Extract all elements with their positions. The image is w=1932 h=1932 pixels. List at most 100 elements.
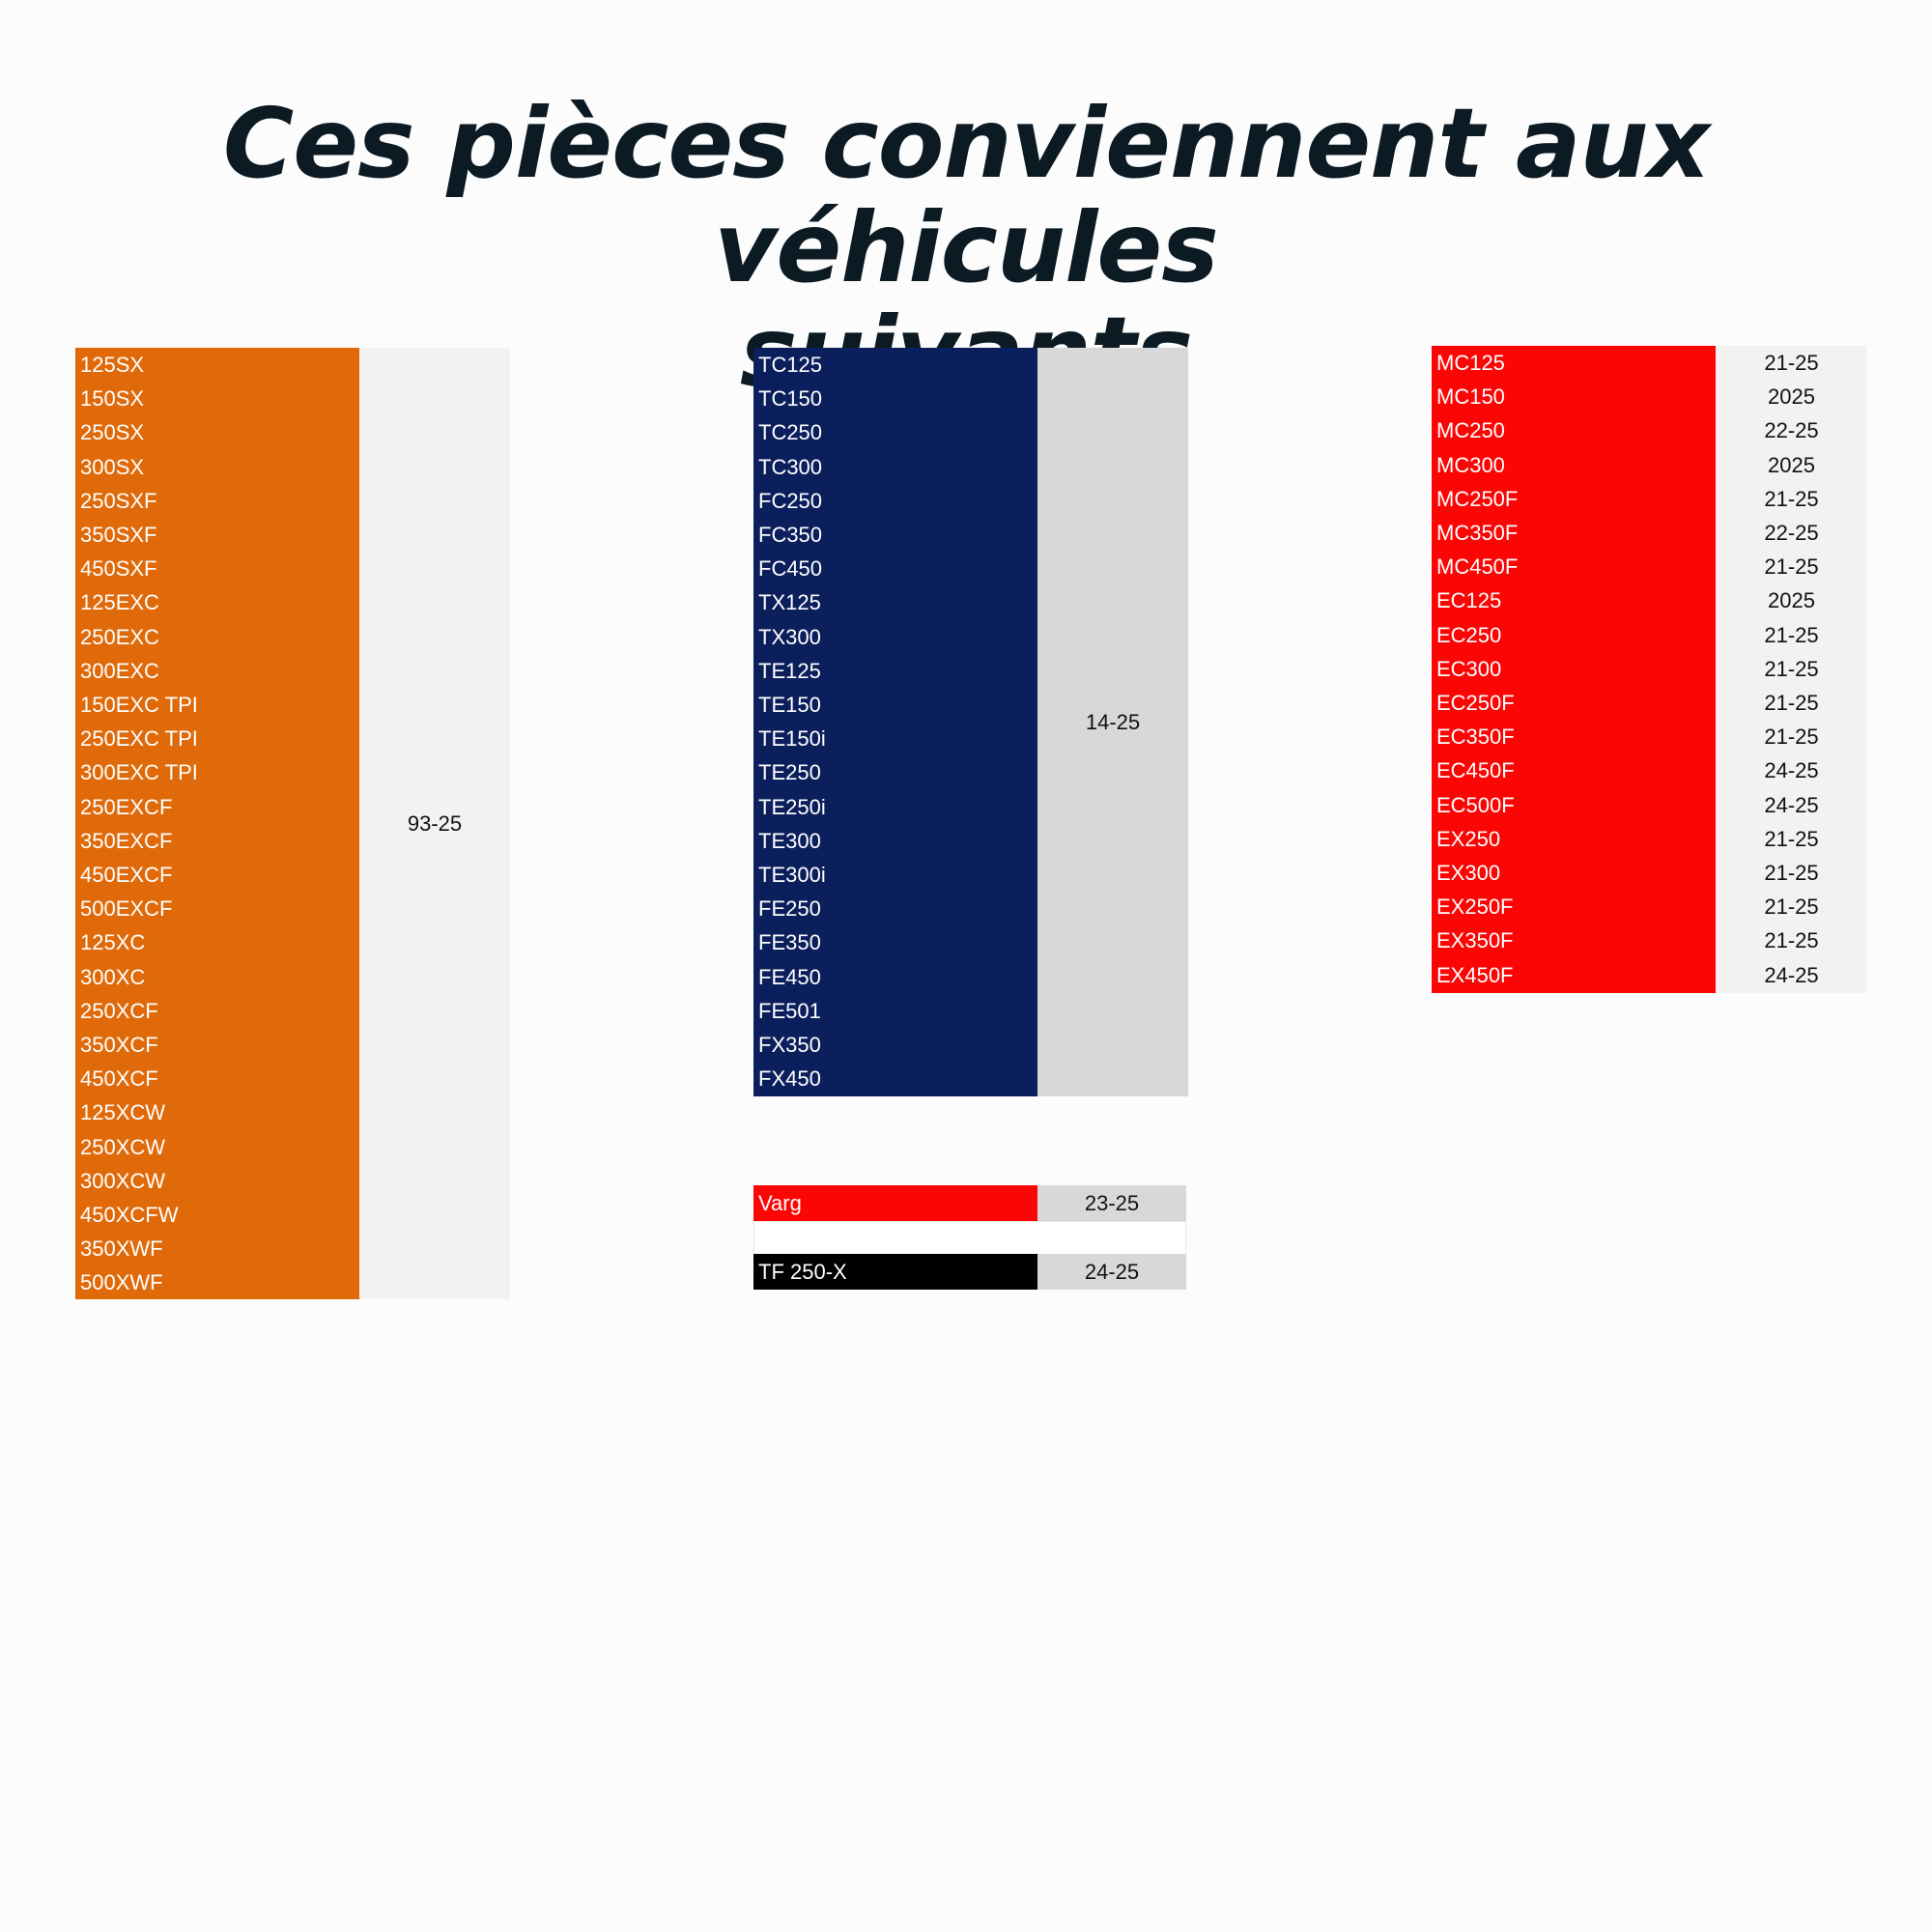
gasgas-model-row: EC450F (1436, 758, 1515, 783)
ktm-model-row: 125XC (80, 930, 146, 955)
husqvarna-years-cell: 14-25 (1037, 348, 1188, 1096)
gasgas-years-column (1716, 346, 1866, 993)
ktm-model-row: 450XCFW (80, 1203, 179, 1227)
ktm-model-row: 125SX (80, 353, 145, 377)
gasgas-years-row: 2025 (1768, 452, 1815, 477)
gasgas-model-row: MC125 (1436, 351, 1505, 375)
gasgas-years-row: 24-25 (1764, 962, 1819, 987)
husqvarna-model-row: TE300 (758, 828, 821, 853)
gasgas-years-row: 21-25 (1764, 351, 1819, 375)
gasgas-years-row: 21-25 (1764, 724, 1819, 750)
ktm-model-row: 350XWF (80, 1236, 163, 1262)
gasgas-years-row: 21-25 (1764, 895, 1819, 920)
ktm-model-row: 350SXF (80, 523, 157, 547)
gasgas-model-row: EC350F (1436, 724, 1515, 750)
husqvarna-model-column (753, 348, 1037, 1096)
gasgas-years-row: 2025 (1768, 588, 1815, 613)
gasgas-model-row: MC250F (1436, 486, 1519, 511)
ktm-compatibility-table: 125SX 150SX 250SX 300SX 250SXF 350SXF 450SXF 12… (75, 348, 510, 1299)
husqvarna-model-row: TE250 (758, 760, 821, 785)
gasgas-years-row: 21-25 (1764, 928, 1819, 953)
ktm-model-row: 450SXF (80, 556, 157, 582)
gasgas-model-row: EC250F (1436, 691, 1515, 715)
husqvarna-model-row: FX450 (758, 1066, 821, 1092)
gasgas-years-row: 21-25 (1764, 486, 1819, 511)
husqvarna-model-row: FX350 (758, 1033, 821, 1057)
gasgas-model-row: EX450F (1436, 962, 1514, 987)
gasgas-model-row: EC125 (1436, 588, 1502, 613)
blank-row (753, 1221, 1186, 1255)
husqvarna-compatibility-table: TC125 TC150 TC250 TC300 FC250 FC350 FC450 TX125… (753, 348, 1188, 1096)
gasgas-model-row: MC150 (1436, 384, 1505, 410)
ktm-model-row: 350XCF (80, 1033, 158, 1057)
ktm-model-row: 350EXCF (80, 828, 173, 853)
gasgas-years-row: 21-25 (1764, 861, 1819, 885)
ktm-model-row: 250EXC TPI (80, 726, 198, 752)
ktm-model-row: 250EXCF (80, 794, 173, 819)
gasgas-model-row: EX300 (1436, 861, 1501, 885)
husqvarna-model-row: TE125 (758, 658, 821, 683)
ktm-model-row: 500XWF (80, 1270, 163, 1295)
husqvarna-model-row: TC125 (758, 353, 823, 377)
husqvarna-model-row: FC350 (758, 523, 823, 547)
ktm-model-row: 150EXC TPI (80, 693, 198, 717)
ktm-model-row: 250XCW (80, 1134, 166, 1159)
ktm-model-row: 250EXC (80, 624, 159, 649)
husqvarna-model-row: TE150i (758, 726, 826, 752)
gasgas-compatibility-table: MC125 21-25 MC150 2025 MC250 22-25 MC300 2025 MC… (1432, 346, 1866, 993)
title-line-1: Ces pièces conviennent aux véhicules (222, 87, 1710, 304)
page-title: Ces pièces conviennent aux véhicules sui… (0, 92, 1932, 405)
gasgas-model-column (1432, 346, 1716, 993)
husqvarna-model-row: TC150 (758, 386, 823, 412)
husqvarna-model-row: TX300 (758, 624, 821, 649)
gasgas-model-row: EX250F (1436, 895, 1514, 920)
gasgas-model-row: EX250 (1436, 826, 1501, 851)
ktm-years-cell: 93-25 (359, 348, 510, 1299)
gasgas-years-row: 24-25 (1764, 792, 1819, 817)
gasgas-years-row: 2025 (1768, 384, 1815, 410)
husqvarna-model-row: FE250 (758, 896, 821, 922)
gasgas-model-row: EC300 (1436, 656, 1502, 681)
husqvarna-model-row: TE250i (758, 794, 826, 819)
gasgas-model-row: MC300 (1436, 452, 1505, 477)
ktm-model-row: 450EXCF (80, 863, 173, 887)
gasgas-years-row: 22-25 (1764, 521, 1819, 545)
ktm-model-row: 300XC (80, 964, 146, 989)
husqvarna-model-row: TE150 (758, 693, 821, 717)
gasgas-years-row: 22-25 (1764, 418, 1819, 443)
gasgas-model-row: MC350F (1436, 521, 1519, 545)
extra-compatibility-table: Varg 23-25 TF 250-X 24-25 (753, 1185, 1186, 1290)
gasgas-years-row: 21-25 (1764, 622, 1819, 647)
tf-years-cell: 24-25 (1037, 1254, 1186, 1290)
husqvarna-model-row: TX125 (758, 590, 821, 615)
gasgas-model-row: EX350F (1436, 928, 1514, 953)
varg-model-cell: Varg (753, 1185, 1037, 1221)
ktm-model-row: 125EXC (80, 590, 159, 615)
tf-model-cell: TF 250-X (753, 1254, 1037, 1290)
ktm-model-row: 500EXCF (80, 896, 173, 922)
varg-years-cell: 23-25 (1037, 1185, 1186, 1221)
husqvarna-model-row: TC300 (758, 454, 823, 479)
ktm-model-column (75, 348, 359, 1299)
husqvarna-model-row: FE450 (758, 964, 821, 989)
gasgas-years-row: 21-25 (1764, 826, 1819, 851)
husqvarna-model-row: TC250 (758, 420, 823, 445)
husqvarna-model-row: FC250 (758, 488, 823, 513)
gasgas-model-row: MC250 (1436, 418, 1505, 443)
gasgas-years-row: 21-25 (1764, 656, 1819, 681)
ktm-model-row: 300EXC TPI (80, 760, 198, 785)
ktm-model-row: 300SX (80, 454, 145, 479)
ktm-model-row: 125XCW (80, 1100, 166, 1125)
husqvarna-model-row: FE350 (758, 930, 821, 955)
ktm-model-row: 300XCW (80, 1168, 166, 1193)
ktm-model-row: 300EXC (80, 658, 159, 683)
ktm-model-row: 150SX (80, 386, 145, 412)
ktm-model-row: 450XCF (80, 1066, 158, 1092)
gasgas-model-row: EC250 (1436, 622, 1502, 647)
husqvarna-model-row: FC450 (758, 556, 823, 582)
gasgas-years-row: 21-25 (1764, 691, 1819, 715)
ktm-model-row: 250SXF (80, 488, 157, 513)
gasgas-years-row: 21-25 (1764, 554, 1819, 580)
gasgas-years-row: 24-25 (1764, 758, 1819, 783)
husqvarna-model-row: TE300i (758, 863, 826, 887)
